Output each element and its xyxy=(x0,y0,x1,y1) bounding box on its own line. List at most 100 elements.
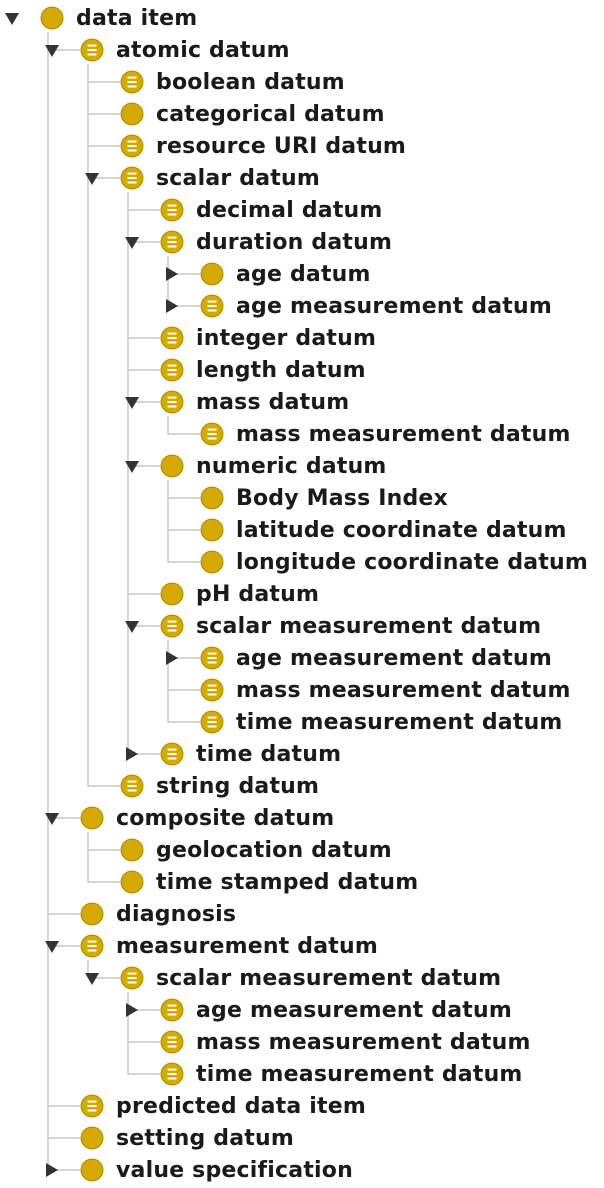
defined-class-icon xyxy=(160,198,184,222)
tree-row-label: time measurement datum xyxy=(196,1062,523,1087)
tree-row-label: age measurement datum xyxy=(236,294,552,319)
tree-row-label: mass measurement datum xyxy=(236,422,571,447)
defined-class-icon xyxy=(160,1030,184,1054)
collapse-triangle-right-icon[interactable] xyxy=(125,747,139,761)
tree-row-label: integer datum xyxy=(196,326,377,351)
collapse-triangle-right-icon[interactable] xyxy=(165,267,179,281)
tree-row-ph-datum[interactable]: pH datum xyxy=(0,578,604,610)
tree-row-age-measurement-datum[interactable]: age measurement datum xyxy=(0,290,604,322)
expand-triangle-down-icon[interactable] xyxy=(45,939,59,953)
tree-row-longitude-coordinate-datum[interactable]: longitude coordinate datum xyxy=(0,546,604,578)
expand-triangle-down-icon[interactable] xyxy=(45,43,59,57)
defined-class-icon xyxy=(160,614,184,638)
expand-triangle-down-icon[interactable] xyxy=(125,459,139,473)
tree-row-label: time stamped datum xyxy=(156,870,419,895)
tree-row-label: numeric datum xyxy=(196,454,387,479)
tree-row-boolean-datum[interactable]: boolean datum xyxy=(0,66,604,98)
defined-class-icon xyxy=(200,678,224,702)
tree-row-value-specification[interactable]: value specification xyxy=(0,1154,604,1186)
plain-class-icon xyxy=(160,454,184,478)
expand-triangle-down-icon[interactable] xyxy=(85,971,99,985)
tree-row-label: categorical datum xyxy=(156,102,385,127)
tree-row-body-mass-index[interactable]: Body Mass Index xyxy=(0,482,604,514)
collapse-triangle-right-icon[interactable] xyxy=(45,1163,59,1177)
tree-row-label: scalar measurement datum xyxy=(156,966,502,991)
tree-row-mass-measurement-datum[interactable]: mass measurement datum xyxy=(0,1026,604,1058)
defined-class-icon xyxy=(200,294,224,318)
defined-class-icon xyxy=(200,646,224,670)
plain-class-icon xyxy=(200,518,224,542)
tree-row-label: pH datum xyxy=(196,582,320,607)
defined-class-icon xyxy=(160,1062,184,1086)
tree-row-label: duration datum xyxy=(196,230,393,255)
tree-row-label: atomic datum xyxy=(116,38,290,63)
tree-row-geolocation-datum[interactable]: geolocation datum xyxy=(0,834,604,866)
tree-row-time-datum[interactable]: time datum xyxy=(0,738,604,770)
tree-row-mass-datum[interactable]: mass datum xyxy=(0,386,604,418)
tree-row-categorical-datum[interactable]: categorical datum xyxy=(0,98,604,130)
tree-row-label: boolean datum xyxy=(156,70,345,95)
plain-class-icon xyxy=(200,486,224,510)
tree-row-label: age measurement datum xyxy=(236,646,552,671)
tree-row-scalar-datum[interactable]: scalar datum xyxy=(0,162,604,194)
tree-row-diagnosis[interactable]: diagnosis xyxy=(0,898,604,930)
expand-triangle-down-icon[interactable] xyxy=(125,235,139,249)
expand-triangle-down-icon[interactable] xyxy=(5,11,19,25)
tree-row-label: longitude coordinate datum xyxy=(236,550,589,575)
collapse-triangle-right-icon[interactable] xyxy=(125,1003,139,1017)
collapse-triangle-right-icon[interactable] xyxy=(165,651,179,665)
expand-triangle-down-icon[interactable] xyxy=(45,811,59,825)
tree-row-label: age measurement datum xyxy=(196,998,512,1023)
plain-class-icon xyxy=(120,870,144,894)
tree-row-time-measurement-datum[interactable]: time measurement datum xyxy=(0,1058,604,1090)
tree-row-mass-measurement-datum[interactable]: mass measurement datum xyxy=(0,418,604,450)
expand-triangle-down-icon[interactable] xyxy=(125,395,139,409)
tree-row-numeric-datum[interactable]: numeric datum xyxy=(0,450,604,482)
tree-row-age-measurement-datum[interactable]: age measurement datum xyxy=(0,642,604,674)
tree-row-label: predicted data item xyxy=(116,1094,367,1119)
tree-row-age-measurement-datum[interactable]: age measurement datum xyxy=(0,994,604,1026)
tree-row-label: diagnosis xyxy=(116,902,237,927)
plain-class-icon xyxy=(80,806,104,830)
tree-row-mass-measurement-datum[interactable]: mass measurement datum xyxy=(0,674,604,706)
plain-class-icon xyxy=(160,582,184,606)
tree-row-label: scalar measurement datum xyxy=(196,614,542,639)
tree-row-measurement-datum[interactable]: measurement datum xyxy=(0,930,604,962)
defined-class-icon xyxy=(160,326,184,350)
tree-row-time-stamped-datum[interactable]: time stamped datum xyxy=(0,866,604,898)
tree-row-label: string datum xyxy=(156,774,320,799)
tree-row-time-measurement-datum[interactable]: time measurement datum xyxy=(0,706,604,738)
tree-row-predicted-data-item[interactable]: predicted data item xyxy=(0,1090,604,1122)
plain-class-icon xyxy=(120,838,144,862)
tree-row-integer-datum[interactable]: integer datum xyxy=(0,322,604,354)
tree-row-composite-datum[interactable]: composite datum xyxy=(0,802,604,834)
expand-triangle-down-icon[interactable] xyxy=(85,171,99,185)
tree-row-label: geolocation datum xyxy=(156,838,392,863)
tree-row-resource-uri-datum[interactable]: resource URI datum xyxy=(0,130,604,162)
tree-row-scalar-measurement-datum[interactable]: scalar measurement datum xyxy=(0,962,604,994)
defined-class-icon xyxy=(160,358,184,382)
defined-class-icon xyxy=(200,422,224,446)
defined-class-icon xyxy=(80,38,104,62)
tree-row-label: time measurement datum xyxy=(236,710,563,735)
collapse-triangle-right-icon[interactable] xyxy=(165,299,179,313)
tree-row-decimal-datum[interactable]: decimal datum xyxy=(0,194,604,226)
tree-row-atomic-datum[interactable]: atomic datum xyxy=(0,34,604,66)
plain-class-icon xyxy=(200,550,224,574)
tree-row-label: Body Mass Index xyxy=(236,486,448,511)
tree-row-label: length datum xyxy=(196,358,366,383)
tree-row-string-datum[interactable]: string datum xyxy=(0,770,604,802)
tree-row-setting-datum[interactable]: setting datum xyxy=(0,1122,604,1154)
defined-class-icon xyxy=(160,230,184,254)
tree-row-latitude-coordinate-datum[interactable]: latitude coordinate datum xyxy=(0,514,604,546)
tree-row-duration-datum[interactable]: duration datum xyxy=(0,226,604,258)
expand-triangle-down-icon[interactable] xyxy=(125,619,139,633)
tree-row-age-datum[interactable]: age datum xyxy=(0,258,604,290)
tree-row-scalar-measurement-datum[interactable]: scalar measurement datum xyxy=(0,610,604,642)
tree-row-data-item[interactable]: data item xyxy=(0,2,604,34)
defined-class-icon xyxy=(120,166,144,190)
tree-row-label: mass measurement datum xyxy=(236,678,571,703)
plain-class-icon xyxy=(80,1126,104,1150)
tree-row-length-datum[interactable]: length datum xyxy=(0,354,604,386)
tree-row-label: value specification xyxy=(116,1158,353,1183)
